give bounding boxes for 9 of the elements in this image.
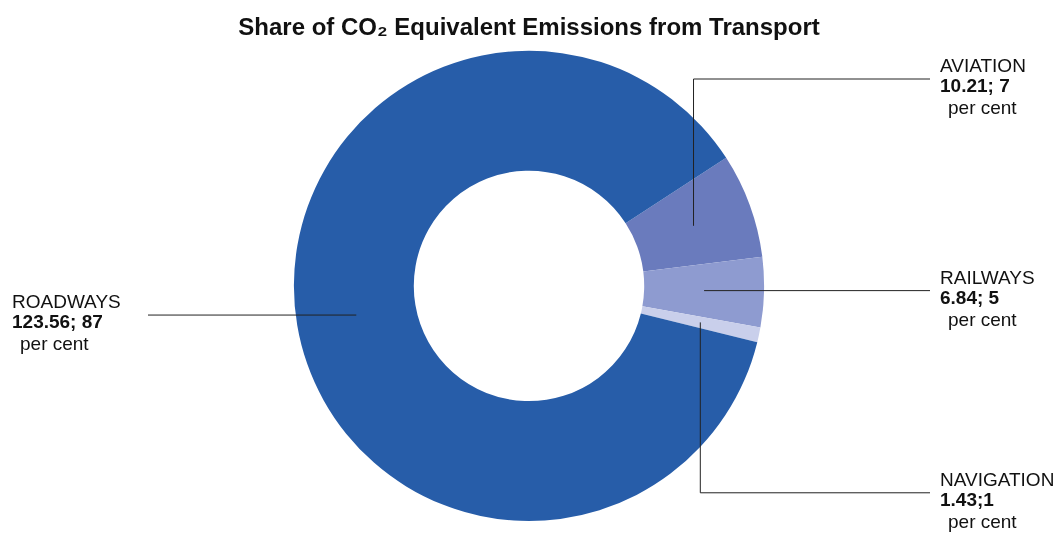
slice-label: NAVIGATION <box>940 469 1055 491</box>
slice-label: AVIATION <box>940 55 1026 77</box>
chart-title: Share of CO₂ Equivalent Emissions from Transport <box>238 13 820 41</box>
data-label: 10.21; 7 per cent <box>940 75 1018 119</box>
slice-label: ROADWAYS <box>12 291 121 313</box>
slice-label: RAILWAYS <box>940 266 1035 288</box>
data-label: 1.43;1 per cent <box>940 489 1018 533</box>
data-label: 6.84; 5 per cent <box>940 286 1018 330</box>
data-label: 123.56; 87 per cent <box>12 311 103 355</box>
